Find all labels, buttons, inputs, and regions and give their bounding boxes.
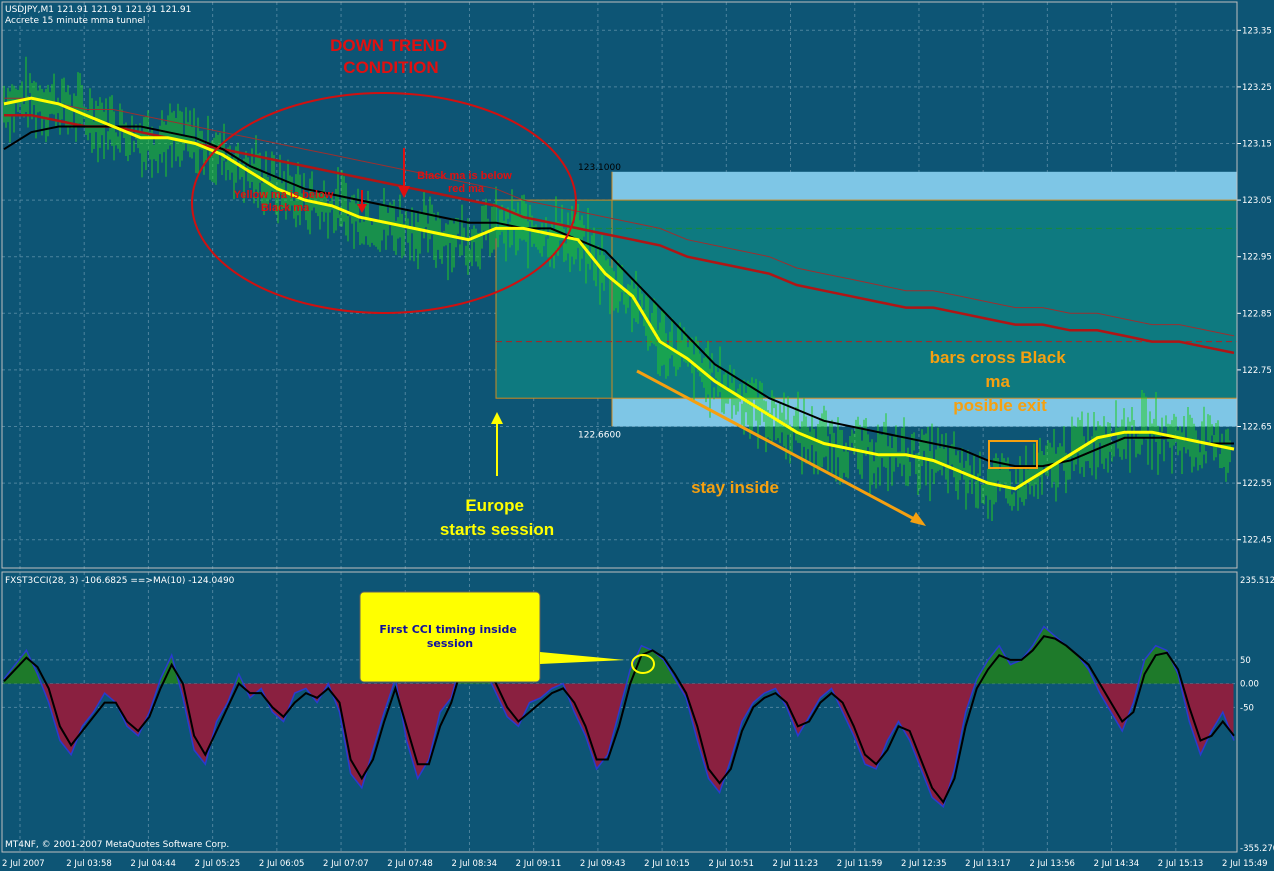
- x-tick-label: 2 Jul 06:05: [259, 859, 305, 869]
- copyright: MT4NF, © 2001-2007 MetaQuotes Software C…: [5, 840, 229, 850]
- cci-histogram: [3, 625, 1235, 809]
- cci-line: [3, 625, 1235, 809]
- x-tick-label: 2 Jul 03:58: [66, 859, 112, 869]
- cci-callout-line2: session: [427, 637, 473, 650]
- cci-y-tick-label: 235.512: [1240, 576, 1274, 586]
- cci-pane-border: [1, 571, 1238, 853]
- x-tick-label: 2 Jul 2007: [2, 859, 45, 869]
- x-tick-label: 2 Jul 09:43: [580, 859, 626, 869]
- indicator-name: Accrete 15 minute mma tunnel: [5, 16, 145, 26]
- x-tick-label: 2 Jul 14:34: [1094, 859, 1140, 869]
- black-below-red-line2: red ma: [448, 183, 485, 195]
- box-upper-band: [612, 171, 1237, 201]
- x-tick-label: 2 Jul 05:25: [195, 859, 241, 869]
- cci-highlight-circle: [631, 654, 655, 674]
- black-ma-line: [3, 125, 1234, 468]
- x-tick-label: 2 Jul 13:17: [965, 859, 1011, 869]
- y-tick-label: 123.05: [1242, 196, 1272, 206]
- down-trend-line1: DOWN TREND: [330, 36, 447, 55]
- europe-label: Europe starts session: [440, 496, 554, 539]
- cci-callout: [359, 591, 541, 683]
- red-ma-line: [4, 113, 1235, 355]
- bars-cross-label: bars cross Black ma posible exit: [930, 348, 1071, 415]
- stay-inside-arrowhead: [910, 512, 926, 526]
- cci-callout-pointer: [540, 652, 625, 664]
- yellow-below-black-label: Yellow ma is below Black ma: [234, 189, 337, 214]
- x-tick-label: 2 Jul 15:13: [1158, 859, 1204, 869]
- red-arrowhead-2: [357, 204, 367, 213]
- stay-inside-arrow: [636, 369, 919, 523]
- cci-y-tick-label: -355.270: [1240, 844, 1274, 854]
- bars-cross-line3: posible exit: [953, 396, 1047, 415]
- yellow-ma-line: [3, 96, 1235, 491]
- red-ma-thin-line: [4, 97, 1235, 337]
- bars-cross-line1: bars cross Black: [930, 348, 1067, 367]
- x-tick-label: 2 Jul 11:59: [837, 859, 883, 869]
- x-tick-label: 2 Jul 09:11: [516, 859, 562, 869]
- x-tick-label: 2 Jul 11:23: [773, 859, 819, 869]
- cci-y-tick-label: 0.00: [1240, 680, 1259, 690]
- bars-cross-line2: ma: [985, 372, 1010, 391]
- symbol-line: USDJPY,M1 121.91 121.91 121.91 121.91: [5, 5, 191, 15]
- x-tick-label: 2 Jul 07:07: [323, 859, 369, 869]
- y-tick-label: 123.15: [1242, 140, 1272, 150]
- main-pane-border: [1, 1, 1238, 569]
- black-below-red-line1: Black ma is below: [417, 170, 512, 182]
- cci-y-tick-label: -50: [1240, 703, 1254, 713]
- cci-y-tick-label: 50: [1240, 656, 1251, 666]
- exit-highlight-box: [988, 440, 1038, 469]
- y-tick-label: 123.35: [1242, 26, 1272, 36]
- box-low-label: 122.6600: [578, 431, 621, 441]
- yellow-below-black-line1: Yellow ma is below: [234, 189, 334, 201]
- y-tick-label: 122.75: [1242, 366, 1272, 376]
- yellow-below-black-line2: Black ma: [261, 202, 310, 214]
- cci-header: FXST3CCI(28, 3) -106.6825 ==>MA(10) -124…: [5, 576, 235, 586]
- y-tick-label: 122.85: [1242, 309, 1272, 319]
- down-trend-ellipse: [191, 92, 577, 314]
- y-tick-label: 122.95: [1242, 253, 1272, 263]
- x-tick-label: 2 Jul 08:34: [451, 859, 497, 869]
- box-lower-band: [612, 398, 1237, 427]
- cci-ma-line: [3, 635, 1235, 804]
- stay-inside-label: stay inside: [691, 478, 779, 497]
- y-tick-label: 122.45: [1242, 536, 1272, 546]
- x-tick-label: 2 Jul 10:51: [708, 859, 754, 869]
- cci-callout-text: First CCI timing inside session: [379, 623, 520, 650]
- black-below-red-label: Black ma is below red ma: [417, 170, 515, 195]
- axes: 2 Jul 2007 2 Jul 03:58 2 Jul 04:44 2 Jul 05…: [2, 26, 1274, 869]
- y-tick-label: 123.25: [1242, 83, 1272, 93]
- europe-line2: starts session: [440, 520, 554, 539]
- box-high-label: 123.1000: [578, 163, 621, 173]
- down-trend-label: DOWN TREND CONDITION: [330, 36, 452, 77]
- x-tick-label: 2 Jul 15:49: [1222, 859, 1268, 869]
- y-tick-label: 122.55: [1242, 479, 1272, 489]
- x-tick-label: 2 Jul 13:56: [1029, 859, 1075, 869]
- moving-averages: [3, 96, 1235, 491]
- europe-line1: Europe: [465, 496, 524, 515]
- x-tick-label: 2 Jul 07:48: [387, 859, 433, 869]
- y-tick-label: 122.65: [1242, 423, 1272, 433]
- x-tick-label: 2 Jul 04:44: [130, 859, 176, 869]
- x-tick-label: 2 Jul 10:15: [644, 859, 690, 869]
- x-tick-label: 2 Jul 12:35: [901, 859, 947, 869]
- red-arrowhead-1: [398, 186, 410, 198]
- europe-arrowhead: [491, 412, 503, 424]
- cci-callout-line1: First CCI timing inside: [379, 623, 516, 636]
- down-trend-line2: CONDITION: [343, 58, 438, 77]
